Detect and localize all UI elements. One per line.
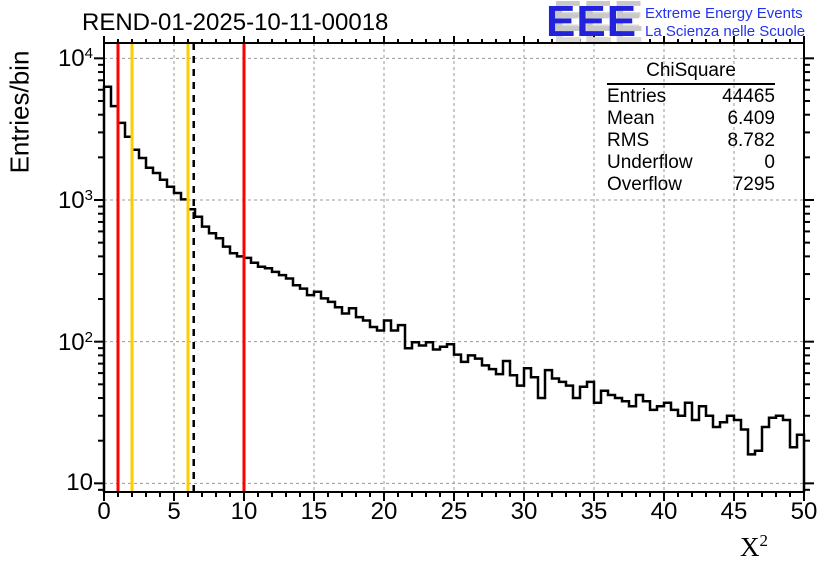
y-tick-label: 102 [57,328,93,356]
plot-title: REND-01-2025-10-11-00018 [82,9,389,36]
x-tick-label: 15 [300,498,328,525]
x-tick-label: 0 [97,498,111,525]
stats-row-entries: Entries 44465 [607,86,775,108]
stats-box: ChiSquare Entries 44465 Mean 6.409 RMS 8… [607,60,775,196]
stats-row-overflow: Overflow 7295 [607,174,775,196]
stats-value: 6.409 [727,108,775,129]
stats-value: 44465 [722,86,775,107]
x-tick-label: 50 [790,498,818,525]
y-tick-label: 104 [57,45,93,73]
eee-logo: EEE Extreme Energy Events La Scienza nel… [546,0,805,44]
x-tick-label: 40 [650,498,678,525]
x-tick-label: 25 [440,498,468,525]
x-tick-label: 45 [720,498,748,525]
stats-label: Entries [607,86,667,107]
stats-row-rms: RMS 8.782 [607,130,775,152]
stats-box-separator [607,83,775,85]
histogram-line [102,85,806,492]
stats-label: RMS [607,130,650,151]
stats-label: Mean [607,108,655,129]
eee-logo-text: EEE [546,0,638,46]
stats-value: 7295 [732,174,775,195]
x-axis-title-base: X [740,532,760,562]
stats-row-mean: Mean 6.409 [607,108,775,130]
x-tick-label: 10 [230,498,258,525]
x-tick-label: 30 [510,498,538,525]
eee-logo-subtitle: Extreme Energy Events La Scienza nelle S… [645,5,805,44]
x-tick-label: 5 [167,498,181,525]
y-tick-label: 10 [66,469,93,497]
stats-label: Overflow [607,174,682,195]
eee-logo-line1: Extreme Energy Events [645,5,803,22]
y-tick-label: 103 [57,187,93,214]
stats-box-title: ChiSquare [646,60,736,81]
stats-value: 8.782 [727,130,775,151]
x-tick-label: 20 [370,498,398,525]
stats-value: 0 [764,152,775,173]
x-axis-title: X2 [740,531,768,563]
stats-row-underflow: Underflow 0 [607,152,775,174]
x-tick-label: 35 [580,498,608,525]
stats-label: Underflow [607,152,693,173]
x-axis-title-exponent: 2 [759,531,769,550]
eee-logo-line2: La Scienza nelle Scuole [645,23,806,40]
